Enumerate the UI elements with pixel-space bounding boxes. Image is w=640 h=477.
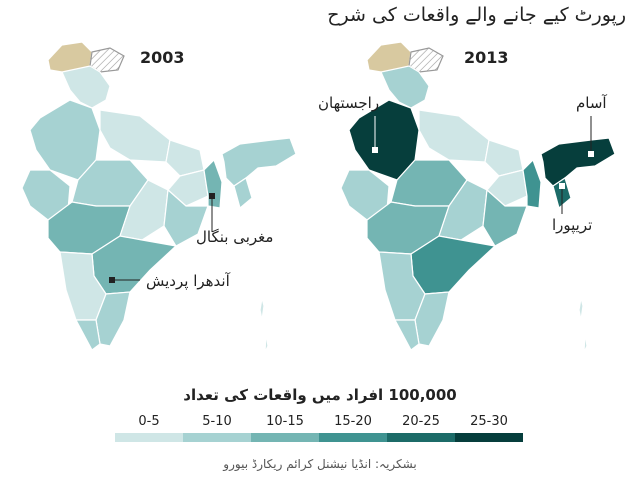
callout-marker-tripura	[559, 183, 565, 189]
callout-rajasthan: راجستھان	[318, 94, 380, 112]
region-andaman-2	[264, 333, 269, 353]
region-west-bengal	[522, 158, 542, 209]
india-map-2003	[21, 41, 297, 353]
legend-label: 15-20	[334, 414, 372, 429]
region-andaman-2	[583, 333, 588, 353]
region-up	[99, 109, 171, 163]
legend-label: 20-25	[402, 414, 440, 429]
region-north	[61, 65, 111, 109]
callout-assam: آسام	[576, 94, 607, 112]
legend-swatch	[319, 433, 387, 442]
callout-andhra-pradesh: آندھرا پردیش	[146, 272, 230, 290]
region-jharkhand	[486, 169, 528, 207]
source-credit: بشکریہ: انڈیا نیشنل کرائم ریکارڈ بیورو	[223, 457, 417, 471]
region-northeast	[221, 137, 297, 187]
legend-label: 25-30	[470, 414, 508, 429]
legend-swatch	[455, 433, 523, 442]
region-kerala	[394, 319, 420, 351]
region-northeast-south	[233, 177, 253, 210]
region-assam	[540, 137, 616, 187]
legend-title: 100,000 افراد میں واقعات کی تعداد	[183, 386, 457, 404]
region-north	[380, 65, 430, 109]
region-west-bengal	[203, 158, 223, 209]
callout-marker-andhra-pradesh	[109, 277, 115, 283]
year-label-2013: 2013	[464, 48, 509, 67]
region-bihar	[165, 139, 205, 177]
chart-title: رپورٹ کیے جانے والے واقعات کی شرح	[327, 4, 626, 26]
legend-swatch	[387, 433, 455, 442]
region-andaman-1	[259, 297, 265, 321]
callout-marker-west-bengal	[209, 193, 215, 199]
legend-swatch	[115, 433, 183, 442]
region-jharkhand	[167, 169, 209, 207]
legend-swatch	[183, 433, 251, 442]
region-bihar	[484, 139, 524, 177]
legend-label: 0-5	[138, 414, 160, 429]
year-label-2003: 2003	[140, 48, 185, 67]
region-up	[418, 109, 490, 163]
callout-west-bengal: مغربی بنگال	[196, 228, 274, 246]
region-kerala	[75, 319, 101, 351]
callout-marker-assam	[588, 151, 594, 157]
legend-label: 10-15	[266, 414, 304, 429]
legend-swatch	[251, 433, 319, 442]
legend-label: 5-10	[202, 414, 232, 429]
region-andaman-1	[578, 297, 584, 321]
india-map-2013	[340, 41, 616, 353]
callout-tripura: تریپورا	[552, 216, 593, 234]
callout-marker-rajasthan	[372, 147, 378, 153]
